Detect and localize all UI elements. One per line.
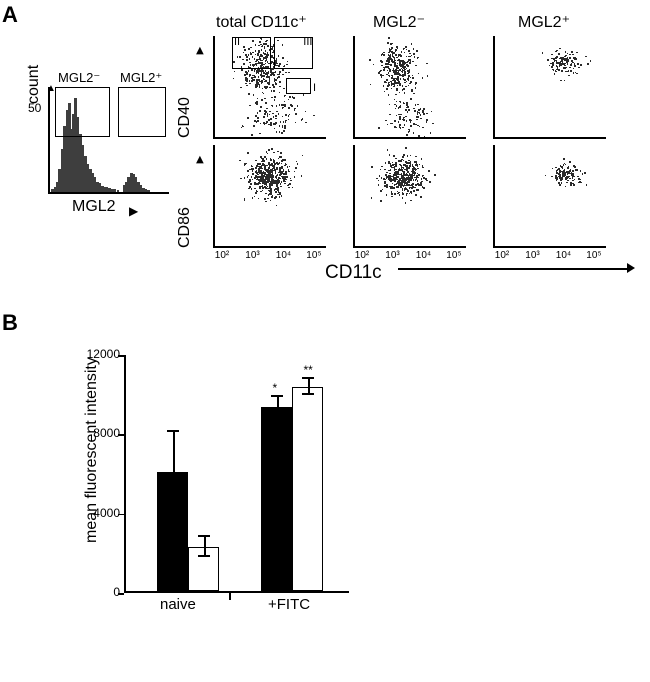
histogram-bin xyxy=(113,189,116,192)
panel-a-label: A xyxy=(2,2,18,28)
row-label-cd86: CD86 xyxy=(176,207,194,248)
histogram-plot: MGL2⁻ MGL2⁺ 50 ▲ xyxy=(48,87,169,194)
gate-label-II: II xyxy=(234,36,240,48)
x-tick: 10² xyxy=(355,250,369,261)
col-header-mgl2pos: MGL2⁺ xyxy=(518,12,570,32)
x-tick: 10⁴ xyxy=(276,250,291,261)
error-cap xyxy=(271,395,283,397)
x-tick: 10⁵ xyxy=(446,250,461,261)
col-header-total: total CD11c⁺ xyxy=(216,12,307,32)
gate-mgl2-pos-label: MGL2⁺ xyxy=(120,70,162,86)
histogram-bin xyxy=(147,190,150,192)
gate-I xyxy=(286,78,311,93)
gate-mgl2-neg xyxy=(55,87,111,137)
scatter-plot: 10²10³10⁴10⁵ xyxy=(353,145,466,248)
bar-ytick-mark xyxy=(118,355,124,357)
x-tick: 10⁴ xyxy=(556,250,571,261)
x-tick: 10⁵ xyxy=(306,250,321,261)
error-cap xyxy=(167,430,179,432)
gate-label-III: III xyxy=(303,36,312,48)
error-cap xyxy=(271,414,283,416)
x-tick: 10³ xyxy=(245,250,259,261)
histogram-x-label: MGL2 xyxy=(72,198,116,216)
gate-label-I: I xyxy=(313,82,316,94)
error-cap xyxy=(198,555,210,557)
x-tick: 10⁴ xyxy=(416,250,431,261)
x-tick: 10⁵ xyxy=(586,250,601,261)
histogram-bin xyxy=(117,190,120,192)
right-arrow-icon: ▶ xyxy=(129,204,138,218)
error-bar xyxy=(173,432,175,511)
bar-group-divider xyxy=(229,593,231,600)
scatter-plot: IIIIII xyxy=(213,36,326,139)
bar-ytick-mark xyxy=(118,434,124,436)
scatter-plot xyxy=(493,36,606,139)
bar-ytick-label: 0 xyxy=(84,585,120,599)
bar-ytick-mark xyxy=(118,514,124,516)
bar-+FITC-open xyxy=(292,387,323,591)
bar-ytick-mark xyxy=(118,593,124,595)
bar-ytick-label: 4000 xyxy=(84,506,120,520)
cd11c-arrow-line xyxy=(398,268,631,270)
x-tick: 10² xyxy=(495,250,509,261)
x-tick: 10³ xyxy=(385,250,399,261)
error-cap xyxy=(302,393,314,395)
error-cap xyxy=(198,535,210,537)
up-arrow-icon: ▶ xyxy=(194,47,205,55)
col-header-mgl2neg: MGL2⁻ xyxy=(373,12,425,32)
error-cap xyxy=(167,510,179,512)
scatter-plot: 10²10³10⁴10⁵ xyxy=(493,145,606,248)
histogram-y-label: count xyxy=(25,65,43,104)
row-label-cd40: CD40 xyxy=(176,97,194,138)
significance-marker: * xyxy=(273,381,278,395)
bar-xlabel-naive: naive xyxy=(160,596,196,613)
gate-mgl2-pos xyxy=(118,87,166,137)
significance-marker: ** xyxy=(304,363,313,377)
error-cap xyxy=(302,377,314,379)
scatter-plot xyxy=(353,36,466,139)
x-tick: 10² xyxy=(215,250,229,261)
gate-mgl2-neg-label: MGL2⁻ xyxy=(58,70,100,86)
up-arrow-icon: ▲ xyxy=(46,83,56,94)
right-arrow-icon xyxy=(627,263,635,273)
bar-ytick-label: 12000 xyxy=(84,347,120,361)
histogram-ytick-50: 50 xyxy=(28,101,41,115)
x-tick: 10³ xyxy=(525,250,539,261)
up-arrow-icon: ▶ xyxy=(194,156,205,164)
bar-+FITC-filled xyxy=(261,407,292,591)
panel-b-label: B xyxy=(2,310,18,336)
bar-ytick-label: 8000 xyxy=(84,426,120,440)
scatter-plot: 10²10³10⁴10⁵ xyxy=(213,145,326,248)
bar-xlabel-fitc: +FITC xyxy=(268,596,310,613)
bar-chart: *** xyxy=(124,355,349,593)
scatter-x-label: CD11c xyxy=(325,262,382,284)
